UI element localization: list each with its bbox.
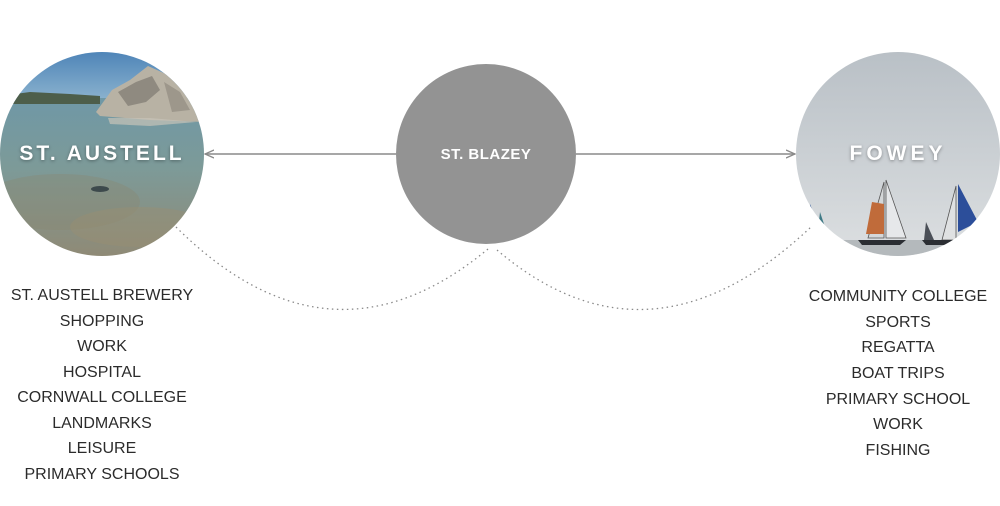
list-item: HOSPITAL	[63, 363, 141, 381]
list-item: REGATTA	[861, 339, 935, 357]
list-item: BOAT TRIPS	[851, 365, 945, 383]
list-item: WORK	[77, 338, 127, 355]
list-item: SHOPPING	[59, 312, 145, 330]
sailing-regatta-photo	[796, 52, 1000, 256]
node-label-fowey: FOWEY	[849, 142, 947, 165]
node-label-st-blazey: ST. BLAZEY	[440, 145, 532, 163]
node-st-austell: ST. AUSTELL	[0, 52, 204, 256]
node-label-st-austell: ST. AUSTELL	[19, 142, 185, 165]
st-austell-attractions-list: ST. AUSTELL BREWERY SHOPPING WORK HOSPIT…	[0, 283, 204, 487]
fowey-attractions-list: COMMUNITY COLLEGE SPORTS REGATTA BOAT TR…	[796, 284, 1000, 464]
dotted-link-austell-blazey	[175, 226, 489, 311]
list-item: LANDMARKS	[52, 414, 152, 432]
list-item: LEISURE	[67, 440, 137, 457]
coastal-rocks-photo	[0, 52, 204, 256]
node-st-blazey: ST. BLAZEY	[396, 64, 576, 244]
list-item: PRIMARY SCHOOLS	[24, 465, 180, 483]
list-item: WORK	[873, 416, 923, 434]
node-fowey: FOWEY	[796, 52, 1000, 256]
list-item: PRIMARY SCHOOL	[825, 390, 971, 408]
list-item: SPORTS	[865, 313, 931, 331]
list-item: COMMUNITY COLLEGE	[808, 288, 988, 305]
list-item: ST. AUSTELL BREWERY	[10, 287, 194, 304]
list-item: FISHING	[865, 442, 931, 460]
list-item: CORNWALL COLLEGE	[17, 389, 187, 406]
dotted-link-blazey-fowey	[496, 225, 813, 311]
